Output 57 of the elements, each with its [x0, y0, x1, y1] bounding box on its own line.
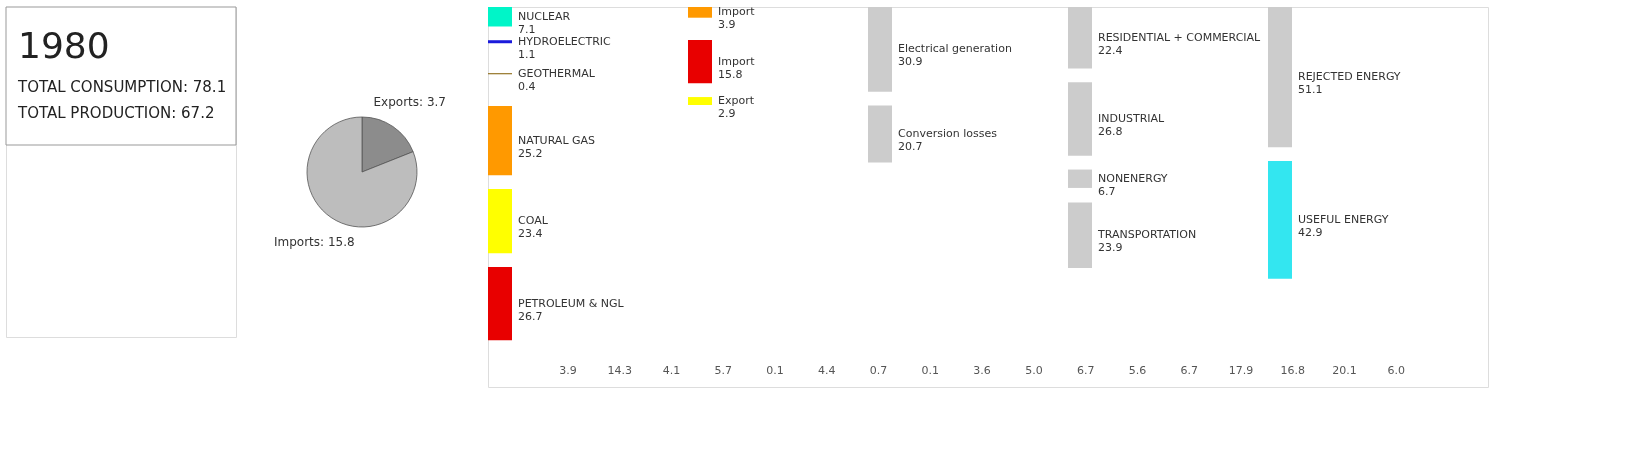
- data-label: 23.9: [1098, 241, 1123, 255]
- text: 6.7: [1180, 363, 1198, 377]
- category-label: USEFUL ENERGY: [1298, 212, 1389, 226]
- text: 6.0: [1387, 363, 1405, 377]
- text: 1980: [18, 25, 110, 66]
- text: 0.1: [921, 363, 940, 377]
- pie-slice: [306, 116, 418, 228]
- category-label: NONENERGY: [1098, 171, 1168, 185]
- data-label: 26.8: [1098, 125, 1123, 139]
- data-label: 0.4: [518, 79, 536, 93]
- data-label: 51.1: [1298, 83, 1323, 97]
- data-label: Imports: 15.8: [273, 235, 355, 250]
- data-label: 22.4: [1098, 43, 1123, 57]
- category-label: REJECTED ENERGY: [1298, 70, 1401, 84]
- data-label: 23.4: [518, 227, 543, 241]
- category-label: Export: [718, 94, 755, 108]
- text: 16.8: [1280, 363, 1305, 377]
- category-label: RESIDENTIAL + COMMERCIAL: [1098, 30, 1262, 44]
- category-label: TRANSPORTATION: [1097, 228, 1197, 242]
- category-label: NUCLEAR: [518, 9, 571, 23]
- text: 6.7: [1076, 363, 1095, 377]
- data-label: 2.9: [718, 107, 736, 121]
- text: 17.9: [1228, 363, 1254, 377]
- data-label: 15.8: [718, 67, 743, 81]
- text: 14.3: [607, 363, 633, 377]
- text: 4.4: [818, 363, 836, 377]
- category-label: COAL: [518, 214, 549, 228]
- text: 3.9: [559, 363, 577, 377]
- category-label: Import: [718, 54, 756, 68]
- text: 20.1: [1332, 363, 1357, 377]
- category-label: NATURAL GAS: [518, 133, 596, 147]
- data-label: 3.9: [718, 18, 736, 32]
- category-label: Import: [718, 5, 756, 19]
- category-label: Conversion losses: [898, 126, 998, 140]
- text: TOTAL PRODUCTION: 67.2: [17, 104, 215, 122]
- data-label: 26.7: [518, 309, 543, 323]
- text: 5.7: [714, 363, 733, 377]
- category-label: PETROLEUM & NGL: [518, 296, 625, 310]
- text: TOTAL CONSUMPTION: 78.1: [17, 78, 227, 96]
- text: 4.1: [662, 363, 681, 377]
- data-label: 20.7: [898, 139, 923, 153]
- text: 5.6: [1128, 363, 1147, 377]
- data-label: Exports: 3.7: [373, 94, 446, 109]
- category-label: INDUSTRIAL: [1098, 112, 1166, 126]
- text: 3.6: [973, 363, 991, 377]
- text: 0.1: [766, 363, 784, 377]
- data-label: 6.7: [1098, 184, 1116, 198]
- data-label: 1.1: [518, 47, 536, 61]
- data-label: 30.9: [898, 55, 923, 69]
- data-label: 7.1: [518, 22, 536, 36]
- text: 0.7: [869, 363, 888, 377]
- data-label: 25.2: [518, 146, 543, 160]
- data-label: 42.9: [1298, 225, 1323, 239]
- category-label: Electrical generation: [898, 42, 1012, 56]
- category-label: GEOTHERMAL: [518, 66, 596, 80]
- text: 5.0: [1025, 363, 1043, 377]
- category-label: HYDROELECTRIC: [518, 34, 612, 48]
